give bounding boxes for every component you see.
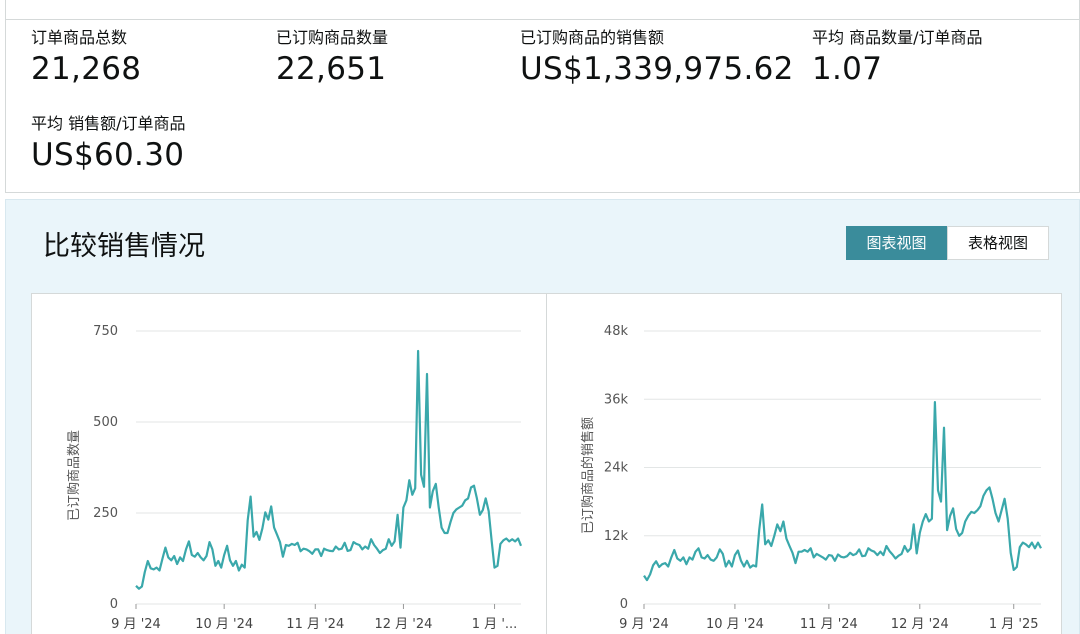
units-ordered-chart-svg: 0 250 500 750 9 月 '24 10 月 '24 11 月 '24 12 月 '2… bbox=[66, 324, 523, 632]
view-toggle: 图表视图 表格视图 bbox=[846, 226, 1049, 260]
x-tick-label: 11 月 '24 bbox=[286, 617, 344, 632]
units-ordered-chart: 0 250 500 750 9 月 '24 10 月 '24 11 月 '24 12 月 '2… bbox=[31, 293, 547, 634]
x-tick-label: 9 月 '24 bbox=[111, 617, 161, 632]
metric-label: 已订购商品的销售额 bbox=[520, 28, 665, 47]
metric-total-order-items: 订单商品总数 21,268 bbox=[31, 28, 141, 89]
x-tick-label: 1 月 '... bbox=[472, 617, 518, 632]
metric-value: 22,651 bbox=[276, 51, 387, 87]
y-tick-label: 750 bbox=[93, 324, 118, 339]
y-tick-label: 12k bbox=[604, 529, 629, 544]
x-tick-label: 1 月 '25 bbox=[989, 617, 1039, 632]
y-tick-label: 48k bbox=[604, 324, 629, 339]
y-tick-label: 500 bbox=[93, 415, 118, 430]
y-axis-title: 已订购商品的销售额 bbox=[580, 417, 596, 534]
metric-value: US$60.30 bbox=[31, 137, 185, 173]
compare-sales-section: 比较销售情况 图表视图 表格视图 0 250 500 750 9 月 '24 10 月 '… bbox=[5, 199, 1080, 634]
table-view-button[interactable]: 表格视图 bbox=[947, 226, 1049, 260]
y-tick-label: 0 bbox=[620, 597, 628, 612]
series-line bbox=[135, 349, 523, 590]
metric-label: 平均 销售额/订单商品 bbox=[31, 114, 186, 133]
chart-view-button[interactable]: 图表视图 bbox=[846, 226, 947, 260]
metric-value: US$1,339,975.62 bbox=[520, 51, 794, 87]
metric-label: 已订购商品数量 bbox=[276, 28, 389, 47]
x-tick-label: 11 月 '24 bbox=[800, 617, 858, 632]
y-tick-label: 24k bbox=[604, 461, 629, 476]
metric-value: 1.07 bbox=[812, 51, 883, 87]
metric-avg-sales-per-item: 平均 销售额/订单商品 US$60.30 bbox=[31, 114, 185, 175]
series-line bbox=[643, 400, 1042, 582]
y-tick-label: 36k bbox=[604, 392, 629, 407]
ordered-sales-chart: 0 12k 24k 36k 48k 9 月 '24 10 月 '24 11 月 '24 12 月… bbox=[546, 293, 1062, 634]
metric-label: 订单商品总数 bbox=[31, 28, 128, 47]
x-tick-label: 10 月 '24 bbox=[195, 617, 253, 632]
metric-units-ordered: 已订购商品数量 22,651 bbox=[276, 28, 388, 89]
x-tick-label: 9 月 '24 bbox=[619, 617, 669, 632]
metric-ordered-sales: 已订购商品的销售额 US$1,339,975.62 bbox=[520, 28, 794, 89]
ordered-sales-chart-svg: 0 12k 24k 36k 48k 9 月 '24 10 月 '24 11 月 '24 12 月… bbox=[580, 324, 1042, 632]
metric-value: 21,268 bbox=[31, 51, 142, 87]
x-tick-label: 12 月 '24 bbox=[374, 617, 432, 632]
x-tick-label: 10 月 '24 bbox=[706, 617, 764, 632]
section-title: 比较销售情况 bbox=[43, 231, 205, 262]
top-strip bbox=[5, 0, 1080, 20]
y-tick-label: 250 bbox=[93, 506, 118, 521]
metric-label: 平均 商品数量/订单商品 bbox=[812, 28, 983, 47]
y-tick-label: 0 bbox=[110, 597, 118, 612]
metrics-panel: 订单商品总数 21,268 已订购商品数量 22,651 已订购商品的销售额 U… bbox=[5, 20, 1080, 193]
y-axis-title: 已订购商品数量 bbox=[66, 430, 82, 521]
x-tick-label: 12 月 '24 bbox=[891, 617, 949, 632]
metric-avg-units-per-item: 平均 商品数量/订单商品 1.07 bbox=[812, 28, 982, 89]
